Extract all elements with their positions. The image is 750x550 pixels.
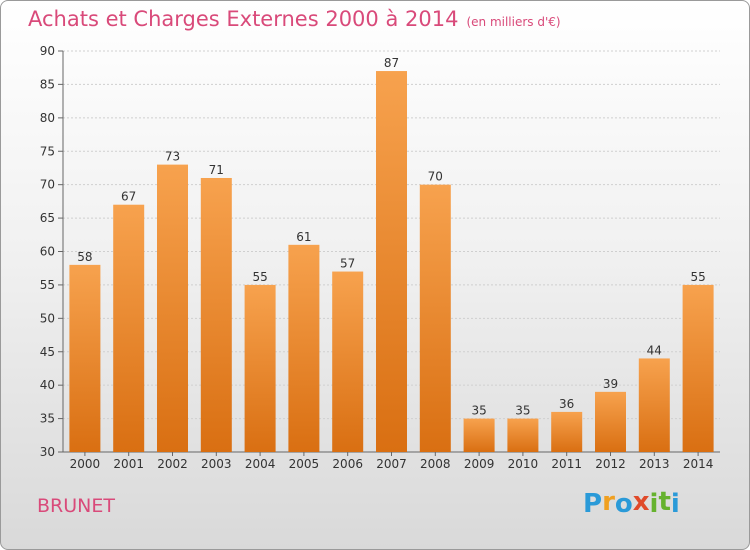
x-tick-label: 2011 xyxy=(551,457,582,471)
logo-letter: r xyxy=(602,487,615,517)
y-tick-label: 80 xyxy=(40,111,55,125)
x-tick-label: 2008 xyxy=(420,457,451,471)
logo-letter: o xyxy=(614,489,633,519)
x-tick-label: 2002 xyxy=(157,457,188,471)
bar-value-label: 44 xyxy=(647,343,662,357)
bar-value-label: 73 xyxy=(165,150,180,164)
x-tick-label: 2000 xyxy=(70,457,101,471)
chart-title: Achats et Charges Externes 2000 à 2014 xyxy=(28,7,459,31)
bar xyxy=(244,284,276,452)
y-tick-label: 70 xyxy=(40,178,55,192)
commune-name: BRUNET xyxy=(37,495,115,517)
y-tick-label: 30 xyxy=(40,445,55,459)
bar xyxy=(157,164,188,452)
bar xyxy=(551,411,583,452)
x-tick-label: 2006 xyxy=(332,457,363,471)
chart-unit-note: (en milliers d'€) xyxy=(466,15,561,29)
bar-value-label: 61 xyxy=(296,230,311,244)
y-tick-label: 35 xyxy=(40,412,55,426)
x-tick-label: 2003 xyxy=(201,457,232,471)
bar-value-label: 39 xyxy=(603,377,618,391)
logo-letter: t xyxy=(658,487,671,517)
bar-value-label: 36 xyxy=(559,397,574,411)
bar-value-label: 87 xyxy=(384,56,399,70)
bar-value-label: 58 xyxy=(77,250,92,264)
bar xyxy=(332,271,364,452)
y-tick-label: 85 xyxy=(40,77,55,91)
bar xyxy=(69,264,101,452)
bar-value-label: 57 xyxy=(340,257,355,271)
x-tick-label: 2007 xyxy=(376,457,407,471)
bar xyxy=(419,184,451,452)
y-tick-label: 75 xyxy=(40,144,55,158)
bar xyxy=(113,204,145,452)
y-tick-label: 55 xyxy=(40,278,55,292)
x-tick-label: 2005 xyxy=(289,457,320,471)
y-tick-label: 65 xyxy=(40,211,55,225)
x-tick-label: 2012 xyxy=(595,457,626,471)
y-tick-label: 90 xyxy=(40,44,55,58)
logo-letter: i xyxy=(649,489,659,519)
x-tick-label: 2010 xyxy=(508,457,539,471)
bar-value-label: 55 xyxy=(690,270,705,284)
bar xyxy=(200,177,232,452)
bar-value-label: 35 xyxy=(515,404,530,418)
x-tick-label: 2001 xyxy=(113,457,144,471)
logo-letter: P xyxy=(583,489,603,519)
bar xyxy=(595,391,626,452)
proxiti-logo: Proxiti xyxy=(583,487,680,519)
logo-letter: i xyxy=(670,489,680,519)
bars xyxy=(69,71,714,453)
y-tick-label: 50 xyxy=(40,311,55,325)
bar-value-label: 70 xyxy=(428,170,443,184)
y-tick-label: 45 xyxy=(40,345,55,359)
chart-title-block: Achats et Charges Externes 2000 à 2014 (e… xyxy=(28,7,561,31)
x-tick-label: 2013 xyxy=(639,457,670,471)
bar-value-label: 55 xyxy=(252,270,267,284)
x-tick-label: 2014 xyxy=(683,457,714,471)
bar xyxy=(376,71,407,453)
bar xyxy=(288,244,320,452)
y-tick-label: 60 xyxy=(40,245,55,259)
x-tick-label: 2004 xyxy=(245,457,276,471)
bar xyxy=(682,284,714,452)
y-tick-label: 40 xyxy=(40,378,55,392)
bar xyxy=(463,418,495,452)
bar-value-label: 67 xyxy=(121,190,136,204)
bar xyxy=(507,418,539,452)
logo-letter: x xyxy=(632,487,650,517)
bar-value-label: 35 xyxy=(471,404,486,418)
x-tick-label: 2009 xyxy=(464,457,495,471)
data-labels: 58 67 73 71 55 61 57 87 70 35 35 36 39 44 55 xyxy=(77,56,705,418)
bar xyxy=(638,358,670,452)
bar-value-label: 71 xyxy=(209,163,224,177)
